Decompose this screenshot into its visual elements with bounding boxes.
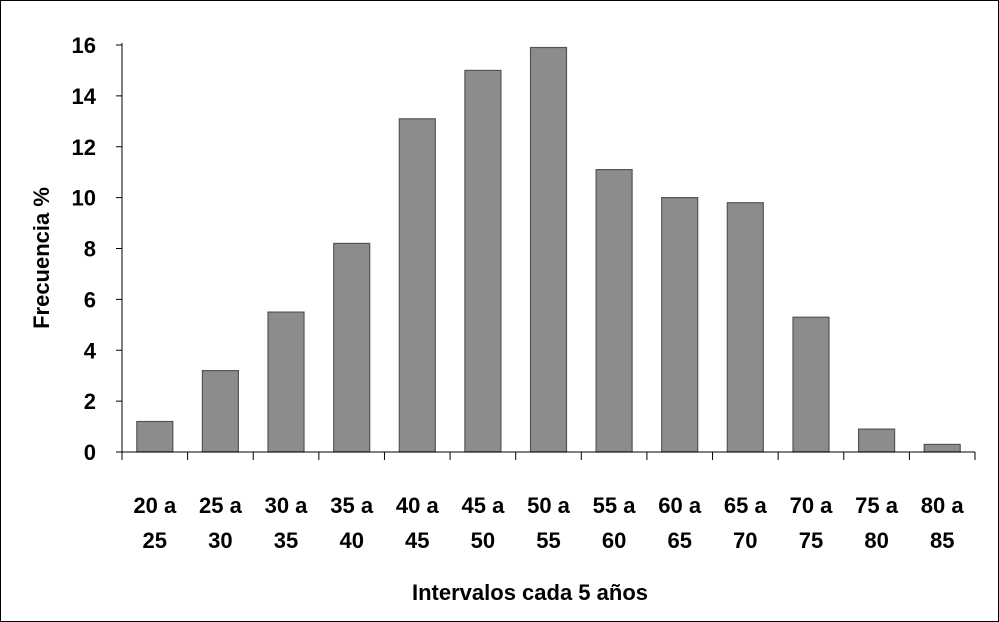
bar [726, 202, 764, 453]
y-tick-label: 16 [72, 33, 96, 58]
bar [201, 370, 239, 453]
axes-group [116, 43, 976, 460]
x-category-label: 50 a 55 [527, 493, 571, 553]
x-axis-title: Intervalos cada 5 años [412, 580, 648, 605]
bar [595, 169, 633, 453]
y-tick-label: 8 [84, 237, 96, 262]
x-category-label: 60 a 65 [658, 493, 702, 553]
x-category-label: 70 a 75 [790, 493, 834, 553]
y-axis-title: Frecuencia % [29, 187, 54, 329]
bar [529, 46, 568, 453]
y-tick-label: 4 [84, 338, 97, 363]
bar [267, 311, 305, 453]
y-tick-label: 12 [72, 135, 96, 160]
x-category-label: 55 a 60 [593, 493, 637, 553]
x-category-label: 80 a 85 [921, 493, 965, 553]
x-category-label: 30 a 35 [265, 493, 309, 553]
x-category-label: 75 a 80 [855, 493, 899, 553]
y-tick-label: 14 [72, 84, 97, 109]
y-tick-label: 0 [84, 440, 96, 465]
bar [792, 316, 830, 453]
bars-group [136, 46, 961, 453]
bar [333, 242, 371, 453]
x-category-label: 25 a 30 [199, 493, 243, 553]
y-tick-label: 6 [84, 287, 96, 312]
y-tick-label: 2 [84, 389, 96, 414]
bar [857, 428, 896, 453]
y-tick-labels: 0 2 4 6 8 10 12 14 16 [72, 33, 97, 465]
x-category-label: 45 a 50 [461, 493, 505, 553]
bar [661, 197, 699, 453]
x-category-labels: 20 a 25 25 a 30 30 a 35 35 a 40 40 a 45 45 a 50 50 a… [133, 493, 964, 553]
x-category-label: 65 a 70 [724, 493, 768, 553]
bar [136, 420, 174, 453]
x-category-label: 35 a 40 [330, 493, 374, 553]
bar [464, 69, 502, 453]
bar [398, 118, 436, 453]
x-category-label: 20 a 25 [133, 493, 177, 553]
y-tick-label: 10 [72, 186, 96, 211]
bar [923, 443, 961, 453]
x-category-label: 40 a 45 [396, 493, 440, 553]
